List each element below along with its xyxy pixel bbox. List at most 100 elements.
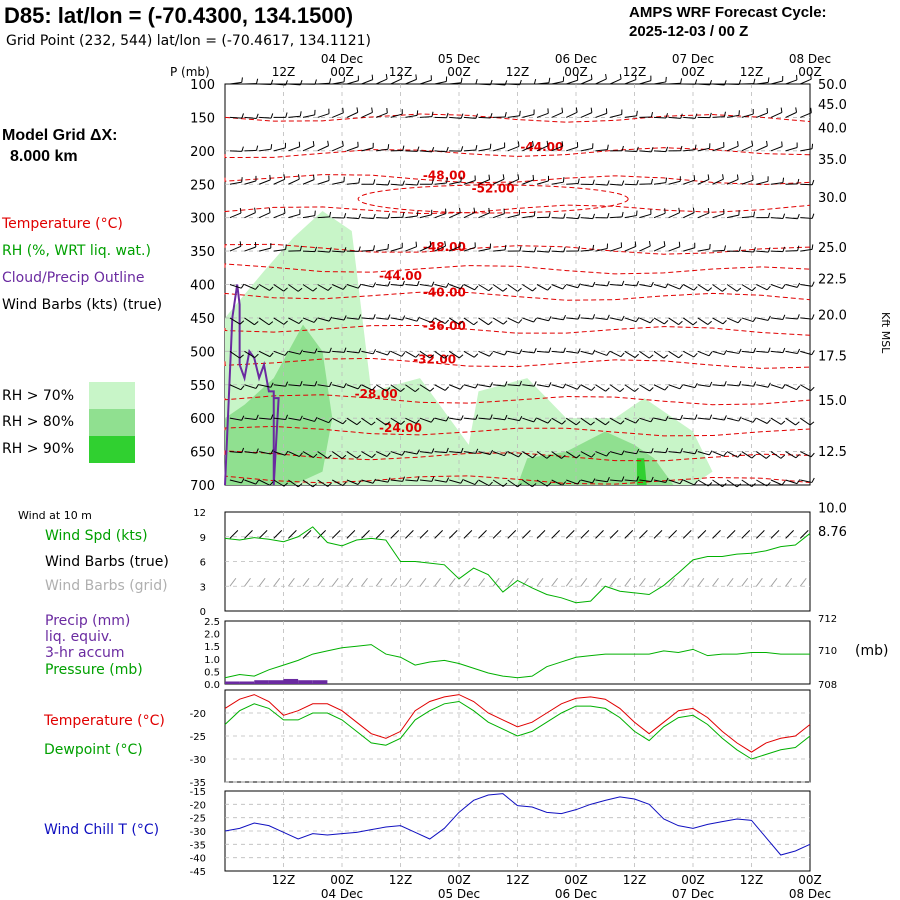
- pressure-tick-label: 710: [818, 646, 837, 657]
- wind-speed-line: [224, 526, 811, 604]
- wind-barb: [346, 417, 358, 426]
- wind-barb-flag: [519, 79, 522, 85]
- wind-barb-10m: [229, 530, 239, 539]
- wind-barb: [507, 350, 520, 355]
- wind-barb-flag: [767, 77, 770, 83]
- wind-barb-flag: [606, 451, 611, 457]
- wind-barb-flag: [635, 418, 640, 424]
- pressure-tick-label: 708: [818, 680, 837, 691]
- wind-barb-flag: [504, 381, 508, 387]
- wind-barb-flag: [429, 387, 435, 392]
- wind-barb-flag: [634, 74, 637, 80]
- wind-barb-flag: [736, 287, 742, 292]
- wind-barb-flag: [459, 384, 464, 390]
- wind-barb-flag: [313, 453, 318, 458]
- wind-barb: [653, 417, 666, 422]
- wind-barb: [785, 451, 797, 459]
- wind-barb-10m: [405, 530, 414, 539]
- wind-barb: [682, 317, 694, 326]
- wind-barb: [639, 317, 651, 324]
- wind-barb: [259, 384, 271, 388]
- wind-barb-flag: [546, 140, 549, 146]
- wind-barb: [317, 180, 330, 185]
- wind-barb: [273, 212, 286, 219]
- height-tick-label: 8.76: [818, 525, 847, 540]
- wind-barb-flag: [358, 213, 362, 219]
- wind-barb-flag: [649, 318, 654, 324]
- wind-barb-grid: [302, 577, 310, 587]
- time-tick-label-bottom: 12Z: [623, 873, 647, 887]
- wind-barb-grid: [331, 577, 339, 587]
- wind-barb: [536, 112, 549, 118]
- wind-barb: [770, 451, 782, 459]
- wind-barb: [346, 182, 359, 185]
- wind-barb-flag: [665, 415, 669, 421]
- wind-barb-flag: [621, 211, 624, 217]
- wind-barb: [317, 479, 329, 487]
- wind-barb: [273, 147, 286, 152]
- wind-barb: [376, 317, 389, 320]
- wind-barb-flag: [722, 319, 727, 325]
- wind-barb-flag: [402, 280, 405, 286]
- model-grid-value: 8.000 km: [10, 148, 78, 165]
- wind-barb: [346, 384, 359, 390]
- wind-barb: [317, 216, 330, 219]
- wind-barb: [376, 284, 389, 287]
- wind-barb-10m: [317, 530, 326, 539]
- wind-barb-flag: [431, 448, 435, 454]
- wind-barb-flag: [592, 478, 596, 484]
- wind-barb-10m: [756, 530, 765, 539]
- wind-tick-label: 0: [200, 607, 206, 618]
- wind-barb: [522, 479, 533, 488]
- wind-barb-flag: [341, 454, 347, 459]
- wind-barb: [478, 248, 491, 252]
- wind-barb: [580, 417, 591, 426]
- wind-barb-flag: [297, 174, 300, 180]
- wind-barb-10m: [770, 530, 780, 539]
- wind-barb-10m: [741, 530, 751, 539]
- wind-barb: [478, 384, 491, 388]
- wind-barb: [683, 149, 696, 152]
- wind-barb-10m: [595, 530, 604, 539]
- wind-barb-flag: [692, 207, 695, 213]
- pressure-tick-label: 700: [190, 479, 215, 494]
- wind-barb-flag: [782, 347, 786, 353]
- wind-barb: [653, 245, 666, 252]
- legend-temperature: Temperature (°C): [2, 216, 123, 232]
- wind-barb-flag: [490, 113, 493, 119]
- temperature-label: Temperature (°C): [44, 713, 165, 729]
- wind-barb: [668, 212, 680, 219]
- wind-barb: [726, 479, 738, 488]
- wind-barb-grid: [507, 577, 515, 587]
- temperature-contour-label: -40.00: [423, 286, 466, 300]
- wind-barb-flag: [488, 321, 493, 326]
- time-tick-label-bottom: 00Z: [798, 873, 822, 887]
- wind-barb: [405, 78, 417, 85]
- wind-barb: [770, 250, 784, 253]
- wind-barb: [800, 451, 812, 458]
- wind-barb: [536, 384, 549, 388]
- wind-barb-10m: [419, 530, 429, 539]
- wind-barb-flag: [429, 241, 432, 247]
- wind-barb: [405, 284, 418, 287]
- time-tick-label-top: 12Z: [506, 65, 530, 79]
- wind-barb-flag: [254, 353, 259, 358]
- wind-barb-flag: [488, 207, 490, 213]
- wind-barb-flag: [576, 385, 581, 390]
- wind-barb: [361, 384, 373, 391]
- wind-barb: [478, 451, 491, 455]
- wind-barb-flag: [577, 178, 580, 184]
- wind-barb: [726, 317, 739, 324]
- wind-barb-flag: [796, 348, 801, 354]
- wind-barb: [507, 417, 520, 422]
- wind-barb: [756, 180, 769, 185]
- wind-barb: [507, 479, 518, 488]
- wind-barb: [800, 112, 812, 118]
- wind-barb-flag: [797, 178, 800, 184]
- wind-barb-flag: [590, 74, 593, 80]
- wind-barb-flag: [519, 415, 523, 421]
- wind-barb-flag: [239, 320, 245, 325]
- time-tick-label-top: 12Z: [389, 65, 413, 79]
- time-tick-label-top: 00Z: [681, 65, 705, 79]
- wind-barb: [653, 451, 666, 454]
